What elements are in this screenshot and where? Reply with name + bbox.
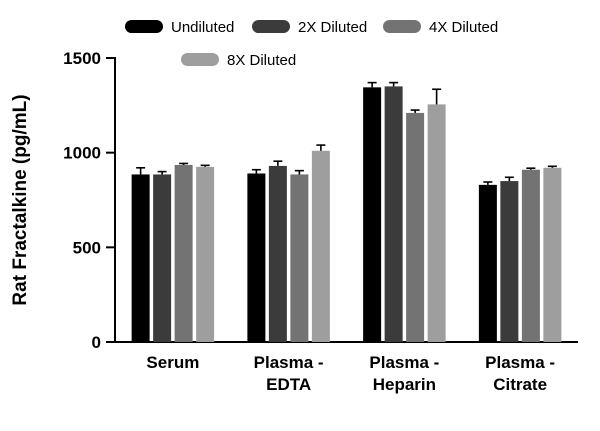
bar	[196, 166, 215, 342]
legend-label: 2X Diluted	[298, 19, 367, 36]
bar	[290, 174, 309, 342]
bar	[153, 174, 172, 342]
legend-item: 8X Diluted	[181, 52, 296, 69]
bar	[427, 104, 446, 343]
y-tick-label: 1000	[63, 144, 101, 163]
bar	[268, 165, 287, 342]
y-tick-label: 500	[73, 238, 101, 257]
legend-item: 2X Diluted	[252, 19, 367, 36]
category-label: Heparin	[373, 375, 436, 394]
category-label: Serum	[146, 353, 199, 372]
category-label: EDTA	[266, 375, 311, 394]
bar	[174, 164, 193, 342]
y-axis-title: Rat Fractalkine (pg/mL)	[10, 94, 31, 305]
legend-swatch	[383, 20, 421, 33]
bar	[521, 169, 540, 342]
bar	[247, 173, 266, 342]
bar	[478, 184, 497, 342]
y-tick-label: 0	[92, 333, 101, 352]
bar	[500, 181, 519, 342]
legend-swatch	[125, 20, 163, 33]
legend-item: 4X Diluted	[383, 19, 498, 36]
bar	[311, 150, 330, 342]
legend-label: 4X Diluted	[429, 19, 498, 36]
category-label: Plasma -	[369, 353, 439, 372]
category-label: Plasma -	[254, 353, 324, 372]
category-label: Plasma -	[485, 353, 555, 372]
legend-label: 8X Diluted	[227, 52, 296, 69]
bar	[384, 86, 403, 343]
category-label: Citrate	[493, 375, 547, 394]
legend-item: Undiluted	[125, 19, 234, 36]
bar	[406, 112, 425, 342]
bar	[543, 167, 562, 342]
bar	[131, 174, 150, 342]
bars	[131, 86, 562, 343]
legend-swatch	[252, 20, 290, 33]
bar	[363, 87, 382, 342]
legend-swatch	[181, 53, 219, 66]
error-bars	[136, 81, 557, 185]
legend-label: Undiluted	[171, 19, 234, 36]
legend: Undiluted 2X Diluted 4X Diluted 8X Diluted	[125, 19, 498, 69]
y-tick-label: 1500	[63, 49, 101, 68]
